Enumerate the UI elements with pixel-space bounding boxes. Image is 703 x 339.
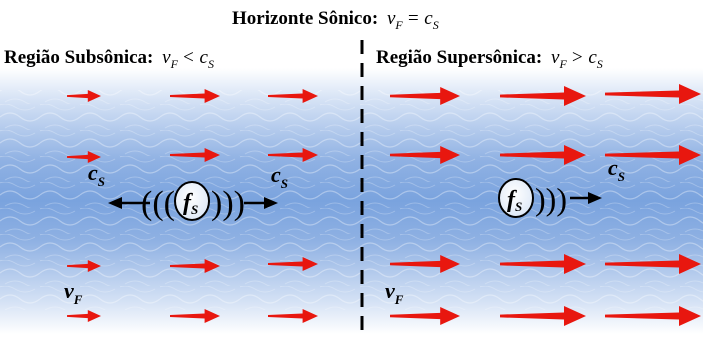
- flow-arrows: [67, 84, 701, 326]
- supersonic-wavefronts: ))): [535, 181, 567, 217]
- flow-arrow-icon: [170, 89, 220, 103]
- left-cs-label: cS: [88, 160, 105, 189]
- flow-arrow-icon: [500, 86, 586, 106]
- supersonic-source: fS ))): [498, 178, 602, 218]
- flow-arrow-icon: [500, 254, 586, 274]
- flow-arrow-icon: [500, 145, 586, 165]
- sonic-horizon-title: Horizonte Sônico: vF = cS: [232, 8, 439, 32]
- flow-arrow-icon: [268, 257, 318, 271]
- supersonic-source-label: fS: [507, 187, 522, 214]
- right-vf-label: vF: [385, 278, 404, 307]
- flow-arrow-icon: [170, 148, 220, 162]
- subsonic-source: ((( fS ))): [108, 181, 278, 222]
- flow-arrow-icon: [268, 309, 318, 323]
- flow-arrow-icon: [605, 145, 701, 165]
- supersonic-sound-arrowhead: [588, 192, 602, 204]
- subsonic-source-circle-icon: [174, 181, 210, 221]
- left-vf-label: vF: [64, 278, 83, 307]
- flow-arrow-icon: [67, 151, 101, 163]
- left-wavefronts-right: ))): [211, 185, 245, 222]
- flow-arrow-icon: [268, 148, 318, 162]
- flow-arrow-icon: [605, 306, 701, 326]
- left-sound-arrowhead: [108, 197, 122, 209]
- right-sound-arrowhead: [264, 197, 278, 209]
- subsonic-region-label: Região Subsônica: vF < cS: [4, 47, 214, 71]
- water-ripples: [0, 90, 703, 310]
- flow-arrow-icon: [390, 307, 460, 325]
- flow-arrow-icon: [67, 260, 101, 272]
- supersonic-source-circle-icon: [498, 178, 534, 218]
- flow-arrow-icon: [170, 309, 220, 323]
- flow-arrow-icon: [605, 254, 701, 274]
- supersonic-cs-label: cS: [608, 155, 625, 184]
- flow-arrow-icon: [390, 255, 460, 273]
- left-wavefronts-left: (((: [141, 185, 175, 222]
- flow-arrow-icon: [390, 87, 460, 105]
- flow-arrow-icon: [605, 84, 701, 104]
- supersonic-region-label: Região Supersônica: vF > cS: [376, 47, 603, 71]
- subsonic-source-label: fS: [183, 190, 198, 217]
- flow-arrow-icon: [170, 259, 220, 273]
- flow-arrow-icon: [67, 310, 101, 322]
- flow-arrow-icon: [67, 90, 101, 102]
- flow-arrow-icon: [500, 306, 586, 326]
- flow-arrow-icon: [390, 146, 460, 164]
- flow-arrow-icon: [268, 89, 318, 103]
- right-cs-label: cS: [271, 162, 288, 191]
